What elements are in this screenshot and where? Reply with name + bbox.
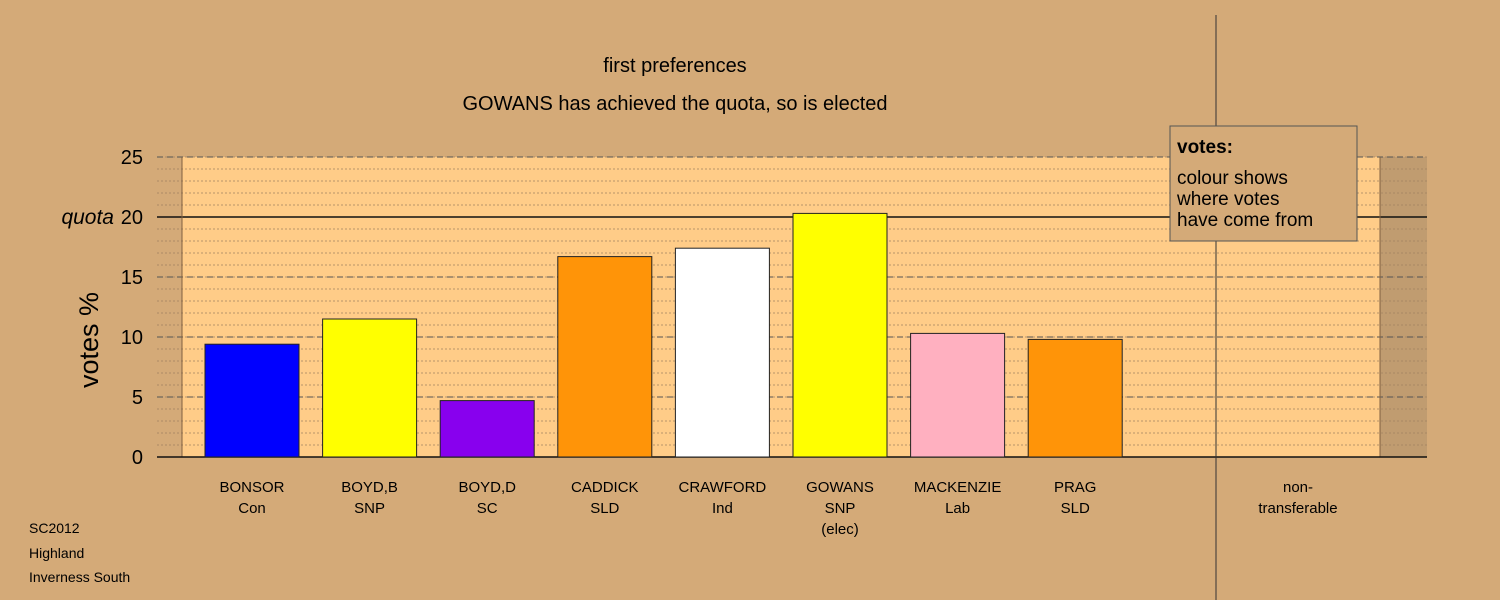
x-tick-label: MACKENZIE — [914, 479, 1002, 496]
x-tick-label: BOYD,B — [341, 479, 398, 496]
bar — [322, 318, 418, 458]
x-tick-label: BONSOR — [219, 479, 284, 496]
x-tick-label: (elec) — [821, 521, 859, 538]
x-tick-label: SNP — [825, 500, 856, 517]
x-tick-label: CADDICK — [571, 479, 639, 496]
footer-text: SC2012 — [29, 520, 80, 536]
bar — [792, 212, 888, 458]
x-tick-label: transferable — [1258, 500, 1337, 517]
x-tick-label: Con — [238, 500, 266, 517]
y-tick-label: 10 — [121, 327, 143, 349]
footer-text: Highland — [29, 545, 84, 561]
legend-text: colour shows — [1177, 168, 1288, 189]
y-axis-label: votes % — [74, 292, 104, 388]
y-tick-label: 25 — [121, 147, 143, 169]
y-tick-label: 5 — [132, 387, 143, 409]
x-tick-label: SC — [477, 500, 498, 517]
y-tick-label: 0 — [132, 447, 143, 469]
quota-label: quota — [61, 206, 114, 229]
footer-text: Inverness South — [29, 569, 130, 585]
chart-title: first preferences — [603, 55, 746, 77]
x-tick-label: SNP — [354, 500, 385, 517]
bar — [674, 247, 770, 458]
x-tick-label: non- — [1283, 479, 1313, 496]
chart-subtitle: GOWANS has achieved the quota, so is ele… — [462, 93, 887, 115]
x-tick-label: Ind — [712, 500, 733, 517]
legend-text: have come from — [1177, 210, 1313, 231]
bar — [1027, 338, 1123, 458]
x-tick-label: CRAWFORD — [679, 479, 767, 496]
bar — [204, 343, 300, 458]
y-tick-label: 20 — [121, 207, 143, 229]
bar — [910, 332, 1006, 458]
bar — [439, 400, 535, 458]
x-tick-label: GOWANS — [806, 479, 874, 496]
bar — [557, 256, 653, 458]
legend-text: where votes — [1176, 189, 1279, 210]
x-tick-label: Lab — [945, 500, 970, 517]
plot-margin — [1380, 157, 1427, 457]
x-tick-label: PRAG — [1054, 479, 1097, 496]
legend-title: votes: — [1177, 137, 1233, 158]
legend-box — [1169, 125, 1358, 242]
y-tick-label: 15 — [121, 267, 143, 289]
x-tick-label: BOYD,D — [458, 479, 516, 496]
x-tick-label: SLD — [590, 500, 619, 517]
x-tick-label: SLD — [1061, 500, 1090, 517]
